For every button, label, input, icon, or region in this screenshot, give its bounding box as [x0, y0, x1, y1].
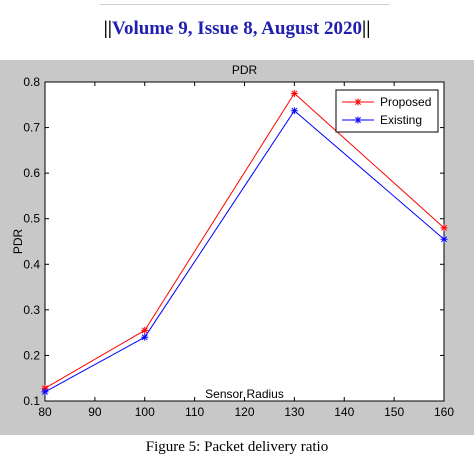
data-point-proposed — [440, 224, 448, 232]
y-tick-label: 0.5 — [23, 212, 40, 226]
x-tick-label: 90 — [88, 405, 102, 419]
data-point-existing — [141, 333, 149, 341]
x-tick-label: 100 — [135, 405, 155, 419]
data-point-existing — [440, 235, 448, 243]
data-point-existing — [41, 388, 49, 396]
series-line-existing — [44, 109, 445, 393]
y-tick-label: 0.6 — [23, 166, 40, 180]
x-tick-label: 140 — [334, 405, 354, 419]
legend-label-existing: Existing — [380, 113, 422, 127]
x-tick-label: 110 — [185, 405, 204, 419]
header-issue-text: Volume 9, Issue 8, August 2020 — [111, 18, 363, 39]
x-tick-label: 130 — [284, 405, 304, 419]
legend-box — [335, 89, 439, 133]
y-tick-label: 0.2 — [23, 348, 40, 362]
pdr-line-chart: 80 90 100 110 120 130 140 150 160 0.1 0.2 0.3 0.4 0.5… — [11, 63, 454, 419]
legend-marker-proposed — [354, 98, 362, 106]
series-line-proposed — [44, 92, 445, 389]
x-tick-label: 160 — [434, 405, 454, 419]
header-rule — [100, 0, 390, 5]
x-tick-label: 150 — [384, 405, 404, 419]
chart-title: PDR — [232, 63, 258, 77]
y-tick-label: 0.1 — [23, 394, 40, 408]
legend-label-proposed: Proposed — [380, 95, 431, 109]
figure-caption: Figure 5: Packet delivery ratio — [145, 439, 329, 455]
y-tick-label: 0.4 — [23, 257, 40, 271]
figure-panel: 80 90 100 110 120 130 140 150 160 0.1 0.2 0.3 0.4 0.5… — [0, 60, 474, 435]
x-tick-label: 120 — [234, 405, 254, 419]
y-tick-label: 0.7 — [23, 121, 40, 135]
y-tick-label: 0.3 — [23, 303, 40, 317]
x-tick-label: 80 — [38, 405, 52, 419]
legend-marker-existing — [354, 116, 362, 124]
x-axis-label: Sensor Radius — [205, 387, 284, 401]
data-point-existing — [290, 107, 298, 115]
header-open-bars: || — [103, 18, 112, 39]
data-point-proposed — [141, 326, 149, 334]
header-close-bars: || — [362, 18, 371, 39]
y-tick-label: 0.8 — [23, 75, 40, 89]
y-axis-label: PDR — [11, 229, 25, 255]
plot-area — [44, 81, 445, 402]
journal-issue-header: ||Volume 9, Issue 8, August 2020|| — [0, 18, 474, 40]
data-point-proposed — [290, 89, 298, 97]
